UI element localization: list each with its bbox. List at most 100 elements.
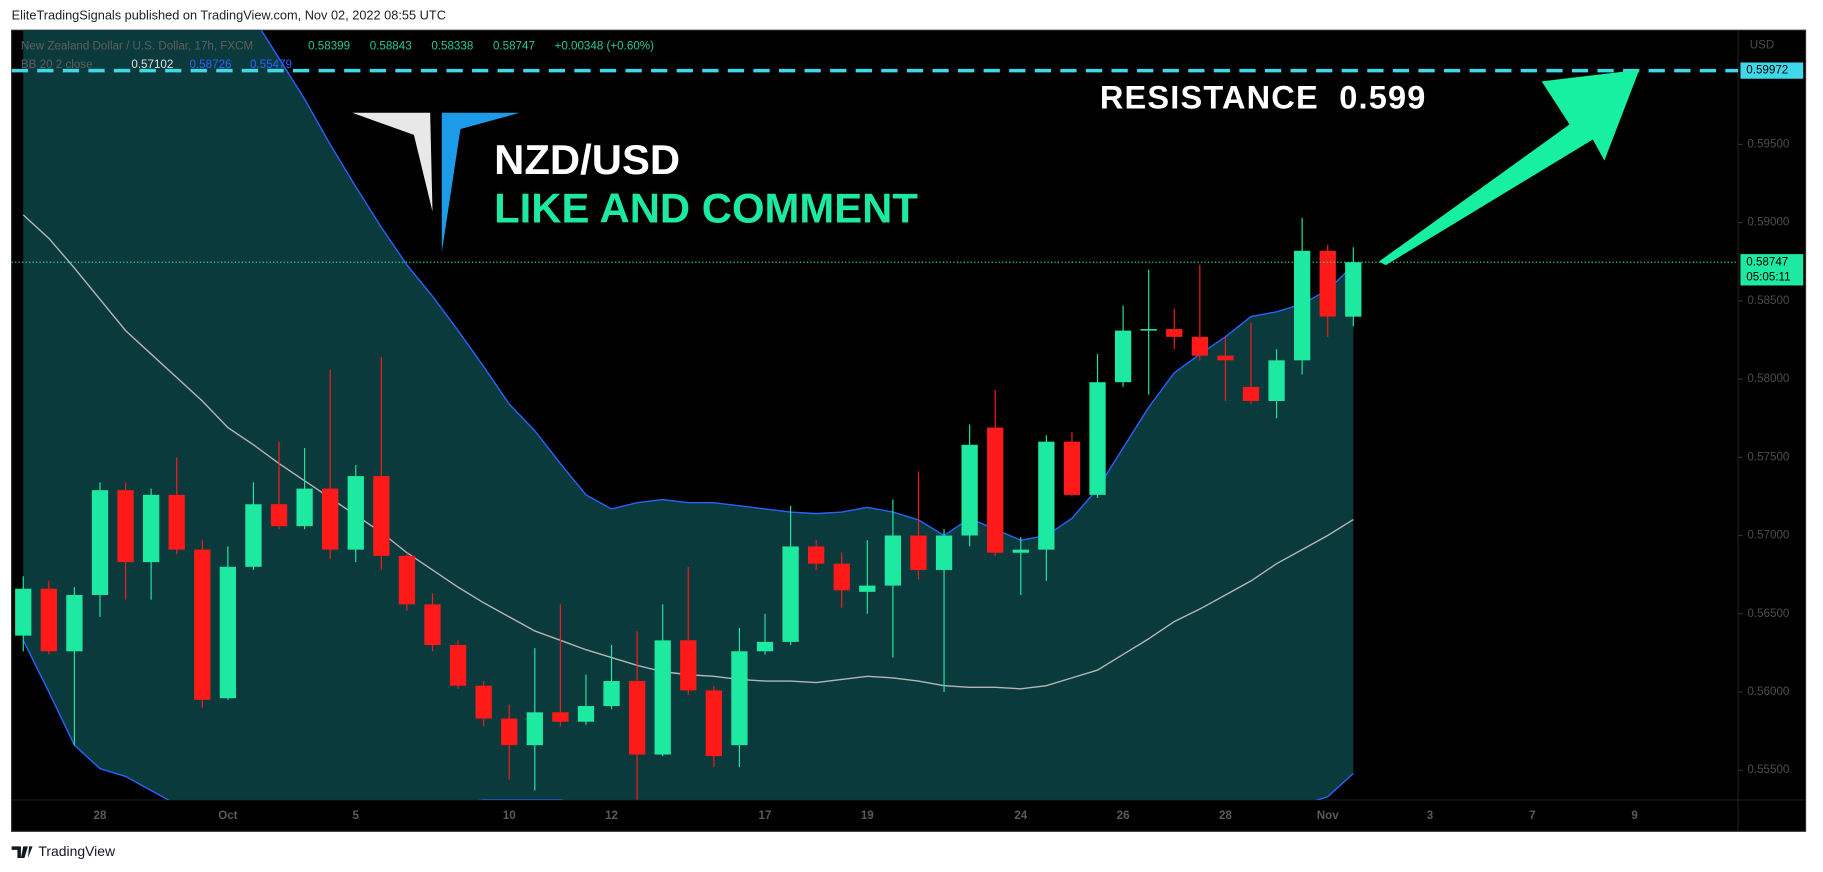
chart-title: NZD/USD [494,136,680,183]
candle-body [1242,386,1260,401]
y-tick-label: 0.58500 [1747,294,1789,307]
chart-subtitle: LIKE AND COMMENT [494,185,918,232]
brand-name: TradingView [38,843,116,859]
candle-body [66,594,83,652]
candle-body [373,476,390,556]
candle-body [1114,330,1132,383]
publish-header: EliteTradingSignals published on Trading… [12,8,446,23]
x-tick-label: 24 [1014,809,1027,822]
y-tick-label: 0.56500 [1747,607,1789,620]
indicator-basis: 0.57102 [131,58,173,71]
candle-body [756,641,774,652]
candle-body [194,549,211,700]
legend-open: 0.58399 [308,40,350,53]
resistance-annotation: RESISTANCE 0.599 [1100,80,1427,116]
y-tick-label: 0.57500 [1747,450,1789,463]
x-tick-label: Oct [218,809,237,822]
candle-body [143,494,160,563]
x-tick-label: 12 [605,809,618,822]
candle-body [654,640,671,755]
y-tick-label: 0.59500 [1747,138,1789,151]
indicator-lower: 0.55479 [250,58,292,71]
candle-body [1268,360,1285,401]
candle-body [322,488,339,550]
y-tick-label: 0.56000 [1747,685,1789,698]
candle-body [961,444,978,536]
plot-area [11,30,1739,800]
candle-body [1038,441,1055,550]
resistance-label: 0.59972 [1746,64,1788,77]
candle-body [884,535,902,586]
candle-body [1217,355,1234,361]
legend-low: 0.58338 [431,40,473,53]
candle-body [526,712,543,746]
candle-body [935,535,953,570]
candle-body [859,585,876,592]
candle-body [1191,336,1208,356]
candle-body [1063,441,1081,495]
candle-body [628,681,646,755]
last-price-label: 0.58747 [1746,255,1788,268]
legend-high: 0.58843 [370,40,412,53]
candle-body [219,566,237,699]
candle-body [833,563,850,591]
candle-body [680,640,697,691]
candle-body [1319,250,1336,317]
candle-body [910,535,927,570]
candle-body [245,504,262,567]
footer: TradingView [11,843,116,859]
resistance-box [1740,62,1804,79]
candle-body [475,685,492,719]
x-tick-label: 28 [1219,809,1232,822]
x-tick-label: 5 [353,809,360,822]
x-tick-label: Nov [1317,809,1339,822]
x-tick-label: 28 [94,809,107,822]
y-tick-label: 0.59000 [1747,216,1789,229]
candle-body [347,476,364,550]
candle-body [40,588,57,652]
candle-body [91,490,109,595]
last-price-box [1740,254,1804,286]
indicator-name: BB 20 2 close [21,58,93,71]
candle-body [987,427,1004,553]
candle-body [782,546,799,642]
band-fill [23,30,1354,800]
y-tick-label: 0.57000 [1747,529,1789,542]
candle-body [501,718,518,746]
x-tick-label: 10 [503,809,516,822]
candle-body [117,490,134,563]
x-tick-label: 26 [1117,809,1130,822]
indicator-upper: 0.58726 [190,58,232,71]
candle-body [398,555,416,605]
candle-body [603,681,620,707]
candle-body [1012,549,1029,553]
candle-body [296,488,313,527]
candle-body [15,588,32,636]
candle-body [1166,329,1183,337]
legend-change: +0.00348 (+0.60%) [555,40,655,53]
candle-body [577,706,595,722]
candle-body [731,651,748,746]
x-tick-label: 17 [759,809,772,822]
y-tick-label: 0.55500 [1747,763,1789,776]
candle-body [552,712,569,722]
logo-left [352,112,433,212]
x-tick-label: 19 [861,809,874,822]
symbol-legend: New Zealand Dollar / U.S. Dollar, 17h, F… [21,40,253,53]
brand-logo [11,846,33,859]
arrow [1378,69,1640,266]
x-tick-label: 7 [1529,809,1535,822]
candle-body [1140,329,1157,331]
candle-body [1294,250,1311,361]
candle-body [168,494,185,550]
legend-close: 0.58747 [493,40,535,53]
countdown-label: 05:05:11 [1746,270,1790,283]
x-tick-label: 3 [1427,809,1434,822]
candle-body [1345,262,1362,317]
candle-body [808,546,825,564]
candle-body [270,504,288,527]
candle-body [449,645,467,686]
x-tick-label: 9 [1631,809,1638,822]
